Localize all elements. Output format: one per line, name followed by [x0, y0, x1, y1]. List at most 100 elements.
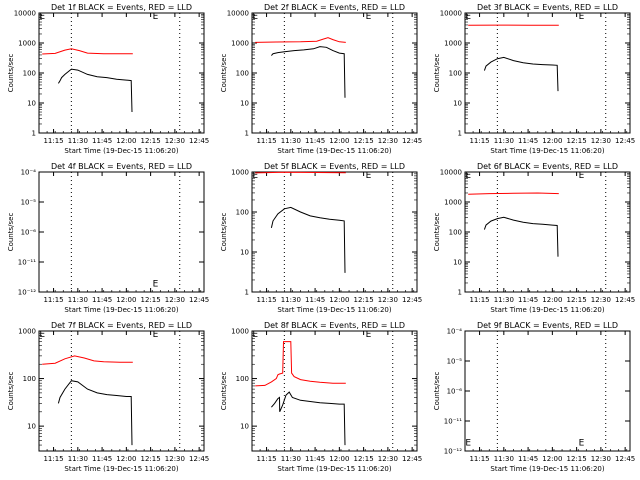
event-rate-line [483, 56, 559, 92]
lld-rate-line [42, 355, 133, 365]
y-tick-label: 10 [240, 423, 249, 431]
y-tick-label: 10⁻⁵ [21, 199, 37, 207]
x-tick-label: 11:30 [68, 296, 88, 304]
event-marker-e: E [366, 330, 372, 340]
y-tick-label: 1000 [231, 40, 249, 48]
x-tick-label: 12:30 [378, 296, 398, 304]
y-tick-label: 1000 [231, 328, 249, 336]
y-axis-label: Counts/sec [433, 372, 441, 411]
x-tick-label: 12:00 [542, 455, 562, 463]
y-tick-label: 10⁻⁵ [447, 358, 463, 366]
x-tick-label: 12:15 [354, 296, 374, 304]
y-tick-label: 1 [458, 289, 462, 297]
x-tick-label: 12:30 [591, 296, 611, 304]
y-tick-label: 10⁻¹¹ [18, 259, 36, 267]
event-marker-e: E [579, 12, 585, 22]
x-tick-label: 11:45 [92, 455, 112, 463]
x-axis-label: Start Time (19-Dec-15 11:06:20) [490, 306, 604, 314]
x-tick-label: 11:30 [68, 137, 88, 145]
x-tick-label: 11:30 [494, 296, 514, 304]
y-axis-label: Counts/sec [220, 213, 228, 252]
y-tick-label: 1000 [18, 40, 36, 48]
y-tick-label: 10 [27, 100, 36, 108]
panel-det-1f: Det 1f BLACK = Events, RED = LLD Counts/s… [7, 3, 209, 155]
x-tick-label: 11:30 [494, 455, 514, 463]
plot-frame [38, 330, 205, 452]
y-axis-label: Counts/sec [7, 372, 15, 411]
y-axis-label: Counts/sec [7, 54, 15, 93]
panel-title: Det 2f BLACK = Events, RED = LLD [264, 3, 405, 12]
x-tick-label: 12:45 [615, 296, 635, 304]
x-tick-label: 12:00 [116, 296, 136, 304]
panel-det-3f: Det 3f BLACK = Events, RED = LLD Counts/s… [433, 3, 635, 155]
y-tick-label: 10000 [440, 10, 462, 18]
y-axis-label: Counts/sec [7, 213, 15, 252]
x-tick-label: 11:30 [281, 296, 301, 304]
x-tick-label: 11:15 [469, 455, 489, 463]
x-tick-label: 11:45 [305, 455, 325, 463]
x-tick-label: 12:15 [141, 137, 161, 145]
y-tick-label: 1000 [231, 169, 249, 177]
event-marker-e: E [252, 330, 258, 340]
x-tick-label: 12:30 [591, 137, 611, 145]
panel-title: Det 3f BLACK = Events, RED = LLD [477, 3, 618, 12]
y-tick-label: 10 [453, 259, 462, 267]
x-tick-label: 12:30 [165, 455, 185, 463]
x-tick-label: 12:30 [165, 137, 185, 145]
x-axis-label: Start Time (19-Dec-15 11:06:20) [277, 147, 391, 155]
y-tick-label: 10000 [440, 169, 462, 177]
panel-det-4f: Det 4f BLACK = Events, RED = LLD Counts/s… [7, 162, 209, 314]
event-marker-e: E [153, 330, 159, 340]
x-axis-label: Start Time (19-Dec-15 11:06:20) [64, 147, 178, 155]
x-tick-label: 12:00 [329, 137, 349, 145]
panel-det-8f: Det 8f BLACK = Events, RED = LLD Counts/s… [220, 321, 422, 473]
x-tick-label: 12:00 [542, 137, 562, 145]
plot-frame [251, 171, 418, 293]
y-tick-label: 1000 [18, 328, 36, 336]
y-tick-label: 1 [245, 130, 249, 138]
event-rate-line [271, 46, 346, 98]
lld-rate-line [255, 171, 346, 174]
y-tick-label: 10 [240, 100, 249, 108]
x-tick-label: 12:45 [189, 455, 209, 463]
y-tick-label: 100 [236, 209, 249, 217]
lld-rate-line [468, 192, 559, 195]
y-tick-label: 10 [27, 423, 36, 431]
event-marker-e: E [252, 12, 258, 22]
panel-title: Det 5f BLACK = Events, RED = LLD [264, 162, 405, 171]
y-axis-label: Counts/sec [220, 54, 228, 93]
y-tick-label: 10⁻¹² [444, 448, 462, 456]
y-tick-label: 1000 [444, 199, 462, 207]
event-marker-e: E [465, 12, 471, 22]
y-tick-label: 1 [245, 289, 249, 297]
event-marker-e: E [39, 12, 45, 22]
x-tick-label: 12:15 [567, 137, 587, 145]
y-axis-label: Counts/sec [433, 54, 441, 93]
x-tick-label: 11:30 [281, 455, 301, 463]
x-axis-label: Start Time (19-Dec-15 11:06:20) [277, 465, 391, 473]
panel-det-6f: Det 6f BLACK = Events, RED = LLD Counts/s… [433, 162, 635, 314]
x-tick-label: 11:15 [43, 296, 63, 304]
y-tick-label: 100 [23, 70, 36, 78]
event-rate-line [57, 68, 133, 113]
x-tick-label: 11:15 [43, 137, 63, 145]
x-axis-label: Start Time (19-Dec-15 11:06:20) [64, 465, 178, 473]
x-tick-label: 12:00 [329, 296, 349, 304]
x-tick-label: 12:45 [189, 137, 209, 145]
x-axis-label: Start Time (19-Dec-15 11:06:20) [277, 306, 391, 314]
event-marker-e: E [465, 171, 471, 181]
y-tick-label: 10000 [14, 10, 36, 18]
x-tick-label: 12:15 [567, 296, 587, 304]
x-tick-label: 12:30 [378, 455, 398, 463]
event-marker-e: E [579, 438, 585, 448]
x-tick-label: 11:15 [256, 137, 276, 145]
plot-frame [251, 330, 418, 452]
x-tick-label: 12:00 [116, 137, 136, 145]
panel-title: Det 4f BLACK = Events, RED = LLD [51, 162, 192, 171]
event-marker-e: E [153, 279, 159, 289]
x-tick-label: 11:30 [68, 455, 88, 463]
x-tick-label: 11:30 [494, 137, 514, 145]
y-tick-label: 10⁻⁶ [21, 229, 37, 237]
event-rate-line [483, 216, 559, 257]
